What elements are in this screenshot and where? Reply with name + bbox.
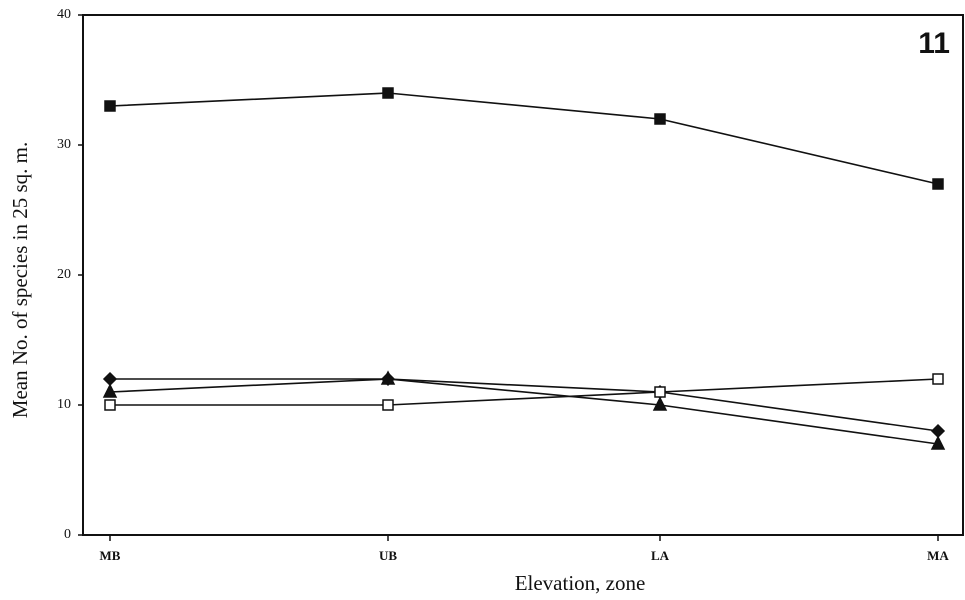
marker xyxy=(930,423,946,439)
annotation: 11 xyxy=(918,27,950,60)
y-tick-label: 10 xyxy=(57,397,71,412)
marker xyxy=(654,386,666,398)
marker xyxy=(932,373,944,385)
marker xyxy=(382,87,394,99)
marker xyxy=(104,100,116,112)
marker xyxy=(930,435,946,450)
x-tick-label: LA xyxy=(651,548,670,563)
marker xyxy=(102,371,118,387)
y-tick-label: 30 xyxy=(57,137,71,152)
marker xyxy=(932,178,944,190)
series-line xyxy=(109,378,939,445)
x-axis-label: Elevation, zone xyxy=(515,571,646,595)
marker xyxy=(104,399,116,411)
marker xyxy=(654,113,666,125)
y-tick-label: 20 xyxy=(57,267,71,282)
series-line xyxy=(110,378,939,406)
x-tick-label: MB xyxy=(100,548,121,563)
y-tick-label: 40 xyxy=(57,7,71,22)
y-tick-label: 0 xyxy=(64,527,71,542)
marker xyxy=(652,396,668,411)
x-tick-label: UB xyxy=(379,548,397,563)
plot-frame xyxy=(82,14,964,536)
series-line xyxy=(110,378,939,432)
y-axis-label: Mean No. of species in 25 sq. m. xyxy=(8,142,32,418)
marker xyxy=(382,399,394,411)
series-line xyxy=(109,92,939,185)
marker xyxy=(102,383,118,398)
x-tick-label: MA xyxy=(927,548,949,563)
marker xyxy=(380,370,396,385)
